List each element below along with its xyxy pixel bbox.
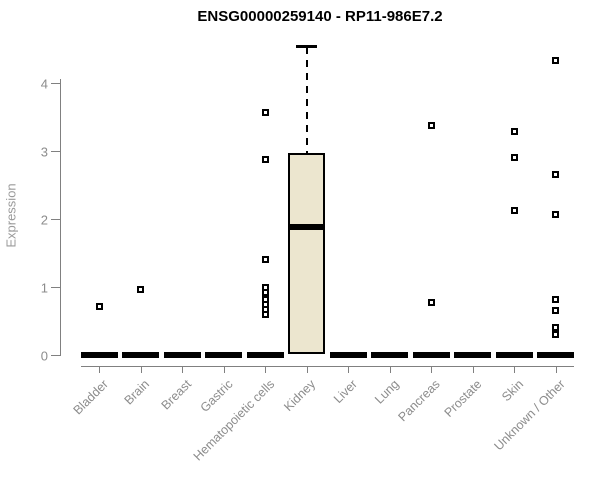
y-tick bbox=[51, 151, 60, 152]
boxplot-outlier-pancreas bbox=[428, 122, 435, 129]
boxplot-flat-bladder bbox=[81, 352, 118, 358]
x-tick bbox=[224, 366, 225, 373]
x-category-label-prostate: Prostate bbox=[441, 377, 485, 420]
boxplot-outlier-unknown-other bbox=[552, 307, 559, 314]
boxplot-flat-hematopoietic-cells bbox=[247, 352, 284, 358]
x-category-label-pancreas: Pancreas bbox=[395, 377, 443, 425]
boxplot-flat-liver bbox=[330, 352, 367, 358]
boxplot-outlier-unknown-other bbox=[552, 331, 559, 338]
boxplot-outlier-unknown-other bbox=[552, 211, 559, 218]
x-category-label-kidney: Kidney bbox=[281, 377, 319, 414]
y-tick-label: 4 bbox=[40, 76, 48, 92]
boxplot-outlier-pancreas bbox=[428, 299, 435, 306]
y-tick bbox=[51, 219, 60, 220]
y-tick-label: 3 bbox=[40, 144, 48, 160]
x-tick bbox=[514, 366, 515, 373]
boxplot-outlier-hematopoietic-cells bbox=[262, 256, 269, 263]
x-category-label-liver: Liver bbox=[330, 377, 360, 407]
x-tick bbox=[473, 366, 474, 373]
y-tick-label: 2 bbox=[40, 212, 48, 228]
boxplot-outlier-skin bbox=[511, 207, 518, 214]
boxplot-whisker-kidney bbox=[306, 47, 308, 153]
x-category-label-skin: Skin bbox=[498, 377, 526, 405]
chart-title: ENSG00000259140 - RP11-986E7.2 bbox=[197, 8, 443, 25]
boxplot-outlier-unknown-other bbox=[552, 324, 559, 331]
boxplot-outlier-hematopoietic-cells bbox=[262, 156, 269, 163]
boxplot-flat-unknown-other bbox=[537, 352, 574, 358]
boxplot-flat-breast bbox=[164, 352, 201, 358]
x-category-label-lung: Lung bbox=[371, 377, 402, 407]
x-axis-line bbox=[81, 366, 574, 367]
y-axis-label: Expression bbox=[3, 183, 19, 248]
boxplot-box-kidney bbox=[288, 153, 325, 354]
x-category-label-gastric: Gastric bbox=[197, 377, 236, 415]
x-tick bbox=[307, 366, 308, 373]
boxplot-outlier-hematopoietic-cells bbox=[262, 311, 269, 318]
boxplot-flat-pancreas bbox=[413, 352, 450, 358]
boxplot-whisker-cap-kidney bbox=[296, 45, 317, 48]
boxplot-flat-skin bbox=[496, 352, 533, 358]
boxplot-flat-gastric bbox=[205, 352, 242, 358]
x-tick bbox=[141, 366, 142, 373]
x-category-label-brain: Brain bbox=[121, 377, 153, 408]
boxplot-flat-prostate bbox=[454, 352, 491, 358]
x-tick bbox=[556, 366, 557, 373]
x-tick bbox=[99, 366, 100, 373]
x-category-label-breast: Breast bbox=[158, 377, 194, 413]
boxplot-outlier-hematopoietic-cells bbox=[262, 109, 269, 116]
x-tick bbox=[390, 366, 391, 373]
boxplot-outlier-hematopoietic-cells bbox=[262, 289, 269, 296]
y-axis-line bbox=[60, 79, 61, 356]
boxplot-outlier-unknown-other bbox=[552, 296, 559, 303]
x-tick bbox=[182, 366, 183, 373]
boxplot-flat-lung bbox=[371, 352, 408, 358]
y-tick-label: 1 bbox=[40, 280, 48, 296]
x-tick bbox=[348, 366, 349, 373]
x-category-label-unknown-other: Unknown / Other bbox=[491, 377, 568, 454]
boxplot-median-kidney bbox=[288, 224, 325, 230]
y-tick-label: 0 bbox=[40, 348, 48, 364]
boxplot-outlier-bladder bbox=[96, 303, 103, 310]
y-tick bbox=[51, 355, 60, 356]
boxplot-outlier-unknown-other bbox=[552, 171, 559, 178]
x-category-label-hematopoietic-cells: Hematopoietic cells bbox=[190, 377, 277, 464]
x-category-label-bladder: Bladder bbox=[70, 377, 111, 418]
y-tick bbox=[51, 287, 60, 288]
boxplot-outlier-brain bbox=[137, 286, 144, 293]
boxplot-outlier-skin bbox=[511, 128, 518, 135]
x-tick bbox=[431, 366, 432, 373]
y-tick bbox=[51, 83, 60, 84]
boxplot-outlier-skin bbox=[511, 154, 518, 161]
x-tick bbox=[265, 366, 266, 373]
boxplot-outlier-unknown-other bbox=[552, 57, 559, 64]
boxplot-flat-brain bbox=[122, 352, 159, 358]
